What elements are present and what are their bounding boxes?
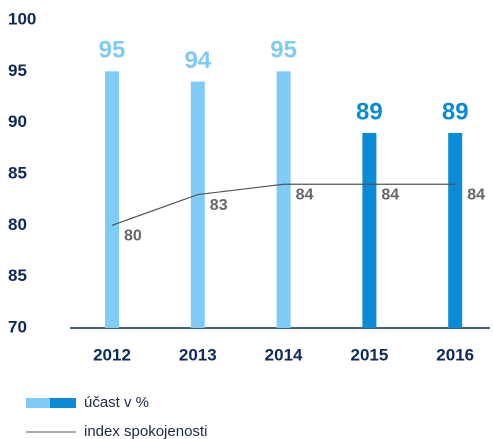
legend-swatch bbox=[26, 398, 50, 408]
x-tick-label: 2015 bbox=[350, 345, 388, 364]
bar bbox=[448, 132, 463, 328]
y-tick-label: 70 bbox=[8, 317, 27, 336]
bar-value-label: 89 bbox=[442, 98, 469, 125]
bar-value-label: 94 bbox=[184, 47, 211, 74]
x-tick-label: 2016 bbox=[436, 345, 474, 364]
line-value-label: 84 bbox=[296, 186, 314, 203]
x-tick-label: 2014 bbox=[265, 345, 303, 364]
line-value-label: 80 bbox=[124, 228, 142, 245]
bar bbox=[276, 71, 291, 328]
x-tick-label: 2012 bbox=[93, 345, 131, 364]
legend-label: účast v % bbox=[84, 394, 149, 411]
bar-value-label: 89 bbox=[356, 98, 383, 125]
legend-label: index spokojenosti bbox=[84, 423, 207, 439]
y-tick-label: 100 bbox=[8, 9, 36, 28]
x-tick-label: 2013 bbox=[179, 345, 217, 364]
line-value-label: 84 bbox=[467, 186, 485, 203]
line-value-label: 83 bbox=[210, 197, 228, 214]
bar-value-label: 95 bbox=[99, 37, 126, 64]
y-tick-label: 90 bbox=[8, 112, 27, 131]
bar bbox=[362, 132, 377, 328]
legend-swatch bbox=[50, 398, 76, 408]
y-tick-label: 80 bbox=[8, 215, 27, 234]
bar bbox=[105, 71, 119, 328]
bar bbox=[190, 81, 205, 328]
y-tick-label: 85 bbox=[8, 266, 27, 285]
line bbox=[111, 183, 456, 226]
y-tick-label: 85 bbox=[8, 163, 27, 182]
line-value-label: 84 bbox=[381, 186, 399, 203]
bar-value-label: 95 bbox=[270, 37, 297, 64]
y-tick-label: 95 bbox=[8, 61, 27, 80]
